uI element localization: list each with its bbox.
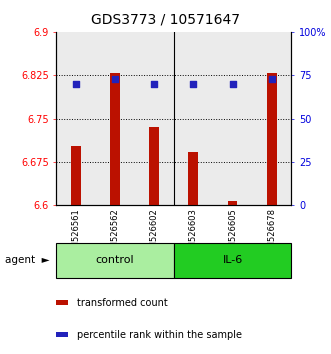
Text: GDS3773 / 10571647: GDS3773 / 10571647 xyxy=(91,12,240,27)
Bar xyxy=(71,146,81,205)
Text: control: control xyxy=(96,255,134,265)
Bar xyxy=(95,32,135,205)
FancyBboxPatch shape xyxy=(56,243,174,278)
Text: transformed count: transformed count xyxy=(77,298,168,308)
Text: agent  ►: agent ► xyxy=(5,255,50,265)
Point xyxy=(73,81,78,87)
Text: percentile rank within the sample: percentile rank within the sample xyxy=(77,330,242,339)
Bar xyxy=(213,32,252,205)
Bar xyxy=(56,300,68,305)
FancyBboxPatch shape xyxy=(174,243,291,278)
Point xyxy=(152,81,157,87)
Bar xyxy=(135,32,174,205)
Bar xyxy=(267,74,277,205)
Text: IL-6: IL-6 xyxy=(222,255,243,265)
Bar xyxy=(228,201,237,205)
Point xyxy=(113,76,118,81)
Bar xyxy=(56,32,95,205)
Bar xyxy=(56,332,68,337)
Bar xyxy=(110,74,120,205)
Bar xyxy=(252,32,291,205)
Bar xyxy=(188,152,198,205)
Point xyxy=(269,76,274,81)
Bar xyxy=(149,127,159,205)
Bar xyxy=(174,32,213,205)
Point xyxy=(230,81,235,87)
Point xyxy=(191,81,196,87)
